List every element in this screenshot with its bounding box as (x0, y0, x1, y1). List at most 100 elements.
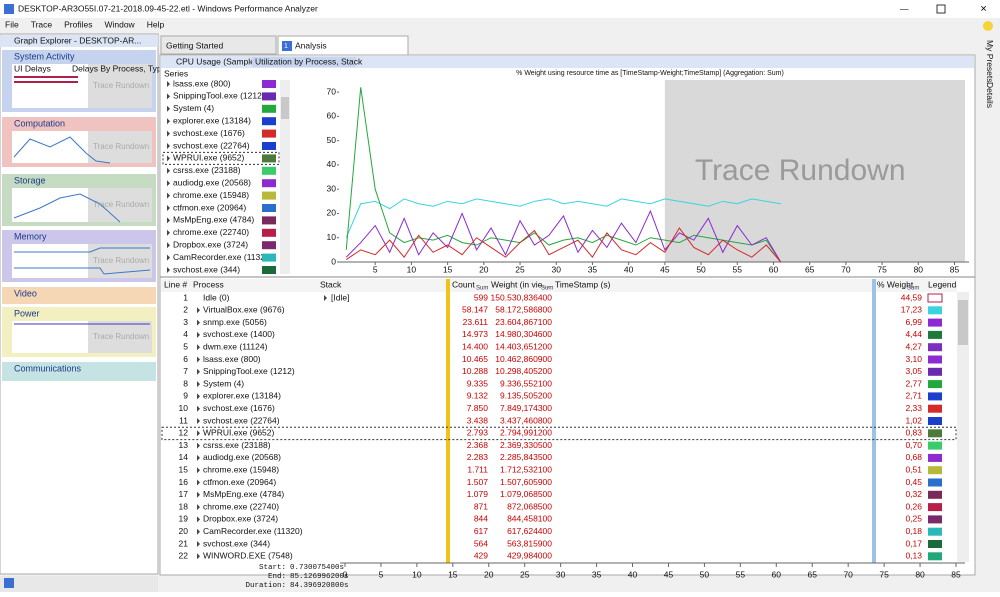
series-name[interactable]: audiodg.exe (20568) (173, 177, 251, 187)
menu-item[interactable]: Help (147, 19, 165, 29)
expander[interactable] (197, 516, 200, 523)
menu-item[interactable]: File (5, 19, 19, 29)
expander[interactable] (167, 192, 170, 199)
series-name[interactable]: ctfmon.exe (20964) (173, 202, 246, 212)
process[interactable]: chrome.exe (15948) (203, 464, 279, 474)
process[interactable]: svchost.exe (1676) (203, 403, 275, 413)
series-name[interactable]: chrome.exe (15948) (173, 190, 249, 200)
process[interactable]: svchost.exe (22764) (203, 415, 280, 425)
expander[interactable] (167, 267, 170, 273)
min-button[interactable]: — (900, 3, 909, 13)
process[interactable]: Dropbox.exe (3724) (203, 514, 278, 524)
expander[interactable] (167, 130, 170, 137)
process[interactable]: SnippingTool.exe (1212) (203, 366, 295, 376)
process[interactable]: MsMpEng.exe (4784) (203, 489, 284, 499)
series-name[interactable]: explorer.exe (13184) (173, 115, 251, 125)
series-name[interactable]: lsass.exe (800) (173, 78, 231, 88)
scroll-thumb[interactable] (958, 300, 968, 345)
sidebar-tab[interactable]: My Presets (985, 40, 995, 83)
expander[interactable] (324, 295, 327, 301)
process[interactable]: explorer.exe (13184) (203, 391, 281, 401)
expander[interactable] (197, 504, 200, 511)
menu-item[interactable]: Window (104, 19, 135, 29)
process[interactable]: VirtualBox.exe (9676) (203, 305, 285, 315)
series-name[interactable]: System (4) (173, 103, 214, 113)
expander[interactable] (197, 307, 200, 314)
expander[interactable] (197, 319, 200, 326)
process[interactable]: svchost.exe (1400) (203, 329, 275, 339)
process[interactable]: dwm.exe (11124) (203, 341, 268, 351)
expander[interactable] (167, 229, 170, 236)
expander[interactable] (197, 454, 200, 461)
expander[interactable] (167, 242, 170, 249)
series-name[interactable]: svchost.exe (1676) (173, 128, 245, 138)
section[interactable] (2, 287, 156, 304)
series-name[interactable]: Dropbox.exe (3724) (173, 239, 248, 249)
expander[interactable] (167, 217, 170, 224)
column-header[interactable]: Weight (in vie... (491, 279, 549, 289)
series-name[interactable]: chrome.exe (22740) (173, 227, 249, 237)
expander[interactable] (167, 118, 170, 125)
expander[interactable] (197, 405, 200, 412)
series-name[interactable]: svchost.exe (344) (173, 264, 240, 274)
expander[interactable] (197, 528, 200, 535)
expander[interactable] (167, 254, 170, 261)
column-header[interactable]: Legend (928, 279, 957, 289)
preset-dropdown[interactable] (252, 57, 356, 67)
expander[interactable] (167, 143, 170, 149)
expander[interactable] (167, 167, 170, 174)
expander[interactable] (167, 93, 170, 100)
expander[interactable] (197, 491, 200, 498)
process[interactable]: WPRUI.exe (9652) (203, 428, 274, 438)
expander[interactable] (197, 368, 200, 375)
zoom-button[interactable] (4, 578, 14, 588)
expander[interactable] (197, 356, 200, 363)
column-header[interactable]: Process (193, 279, 224, 289)
process[interactable]: System (4) (203, 378, 244, 388)
expander[interactable] (197, 553, 200, 560)
expander[interactable] (197, 541, 200, 547)
process[interactable]: CamRecorder.exe (11320) (203, 526, 303, 536)
process[interactable]: snmp.exe (5056) (203, 317, 267, 327)
process[interactable]: csrss.exe (23188) (203, 440, 271, 450)
expander[interactable] (167, 180, 170, 187)
expander[interactable] (197, 479, 200, 486)
process[interactable]: lsass.exe (800) (203, 354, 261, 364)
expander[interactable] (167, 155, 170, 162)
process[interactable]: Idle (0) (203, 292, 230, 302)
scroll-thumb[interactable] (281, 97, 289, 119)
column-header[interactable]: Stack (320, 279, 342, 289)
menu-item[interactable]: Trace (31, 19, 53, 29)
expander[interactable] (197, 344, 200, 351)
sidebar-tab[interactable]: Details (985, 82, 995, 108)
column-header[interactable]: Line # (164, 279, 187, 289)
smiley[interactable] (983, 21, 993, 31)
expander[interactable] (197, 381, 200, 388)
menu-item[interactable]: Profiles (64, 19, 92, 29)
table-scrollbar[interactable] (957, 292, 969, 562)
expander[interactable] (197, 430, 200, 437)
expander[interactable] (197, 393, 200, 400)
process[interactable]: chrome.exe (22740) (203, 501, 279, 511)
process[interactable]: WINWORD.EXE (7548) (203, 551, 293, 561)
column-header[interactable]: % Weight (877, 279, 914, 289)
expander[interactable] (167, 205, 170, 211)
column-header[interactable]: TimeStamp (s) (555, 279, 611, 289)
series-name[interactable]: svchost.exe (22764) (173, 140, 250, 150)
expander[interactable] (197, 331, 200, 338)
section[interactable] (2, 362, 156, 381)
process[interactable]: svchost.exe (344) (203, 538, 270, 548)
expander[interactable] (197, 418, 200, 424)
expander[interactable] (167, 105, 170, 112)
series-scrollbar[interactable] (280, 80, 290, 274)
series-name[interactable]: WPRUI.exe (9652) (173, 153, 244, 163)
column-header[interactable]: Count (452, 279, 475, 289)
expander[interactable] (197, 467, 200, 474)
process[interactable]: audiodg.exe (20568) (203, 452, 281, 462)
expander[interactable] (167, 81, 170, 87)
expander[interactable] (197, 442, 200, 449)
series-name[interactable]: csrss.exe (23188) (173, 165, 241, 175)
series-name[interactable]: MsMpEng.exe (4784) (173, 215, 254, 225)
close-button[interactable]: ✕ (980, 3, 987, 13)
process[interactable]: ctfmon.exe (20964) (203, 477, 276, 487)
